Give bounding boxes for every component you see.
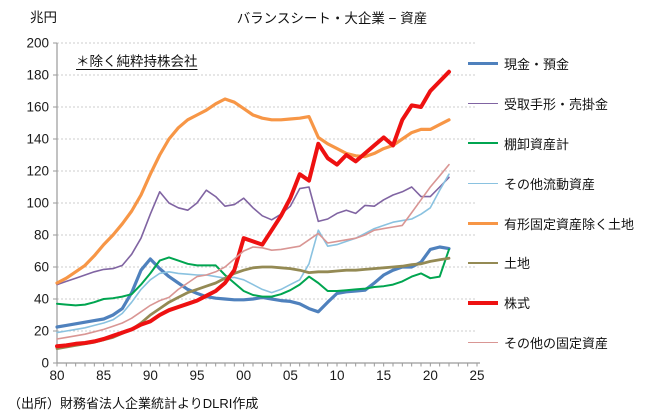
x-tick-label-95: 95: [189, 368, 204, 383]
y-tick-label: 200: [26, 36, 49, 51]
series-line-other-current-assets: [56, 173, 450, 334]
legend-label-stocks: 株式: [504, 296, 531, 312]
legend-item-inventories: 棚卸資産計: [468, 124, 664, 164]
series-line-cash-deposits: [55, 245, 451, 329]
y-tick-label: 100: [26, 196, 49, 211]
legend-label-notes-accounts-receivable: 受取手形・売掛金: [504, 97, 609, 113]
legend-label-other-current-assets: その他流動資産: [504, 176, 596, 192]
y-tick-label: 120: [26, 164, 49, 179]
y-tick-label: 20: [34, 324, 49, 339]
legend-item-tangible-fixed-assets-excl-land: 有形固定資産除く土地: [468, 203, 664, 243]
x-tick-label-00: 00: [236, 368, 251, 383]
legend-swatch-inventories: [468, 142, 498, 145]
legend-swatch-stocks: [468, 300, 498, 305]
y-tick-label: 0: [41, 356, 49, 371]
legend-item-notes-accounts-receivable: 受取手形・売掛金: [468, 84, 664, 124]
series-line-inventories: [56, 248, 450, 307]
legend-label-other-fixed-assets: その他の固定資産: [504, 335, 609, 351]
y-tick-label: 80: [34, 228, 49, 243]
y-tick-label: 160: [26, 100, 49, 115]
series-line-notes-accounts-receivable: [56, 176, 450, 286]
y-axis-unit-label: 兆円: [30, 10, 57, 25]
legend: 現金・預金受取手形・売掛金 棚卸資産計その他流動資産有形固定資産除く土地 土地株式そ…: [468, 44, 664, 362]
x-tick-label-10: 10: [329, 368, 344, 383]
legend-label-inventories: 棚卸資産計: [504, 136, 570, 152]
legend-swatch-other-fixed-assets: [468, 341, 498, 343]
x-tick-label-05: 05: [283, 368, 298, 383]
legend-item-cash-deposits: 現金・預金: [468, 44, 664, 84]
y-tick-label: 180: [26, 68, 49, 83]
legend-item-stocks: 株式: [468, 283, 664, 323]
series-line-other-fixed-assets: [56, 163, 450, 340]
legend-label-land: 土地: [504, 256, 531, 272]
x-tick-label-85: 85: [96, 368, 111, 383]
y-tick-label: 60: [34, 260, 49, 275]
series-line-stocks: [55, 69, 451, 349]
x-tick-label-80: 80: [49, 368, 64, 383]
legend-label-cash-deposits: 現金・預金: [504, 57, 570, 73]
legend-swatch-notes-accounts-receivable: [468, 103, 498, 105]
x-tick-label-20: 20: [423, 368, 438, 383]
legend-swatch-tangible-fixed-assets-excl-land: [468, 221, 498, 225]
legend-item-other-fixed-assets: その他の固定資産: [468, 323, 664, 363]
legend-swatch-land: [468, 261, 498, 264]
chart-title: バランスシート・大企業 − 資産: [236, 11, 428, 26]
x-tick-label-15: 15: [376, 368, 391, 383]
legend-swatch-other-current-assets: [468, 182, 498, 184]
holding-company-note: ＊除く純粋持株会社: [76, 54, 198, 69]
legend-item-other-current-assets: その他流動資産: [468, 163, 664, 203]
x-tick-label-25: 25: [469, 368, 484, 383]
x-tick-label-90: 90: [143, 368, 158, 383]
legend-label-tangible-fixed-assets-excl-land: 有形固定資産除く土地: [504, 216, 635, 232]
series-line-tangible-fixed-assets-excl-land: [55, 97, 451, 285]
y-tick-label: 40: [34, 292, 49, 307]
legend-item-land: 土地: [468, 243, 664, 283]
legend-swatch-cash-deposits: [468, 62, 498, 66]
y-tick-label: 140: [26, 132, 49, 147]
source-note: （出所）財務省法人企業統計よりDLRI作成: [8, 396, 259, 411]
